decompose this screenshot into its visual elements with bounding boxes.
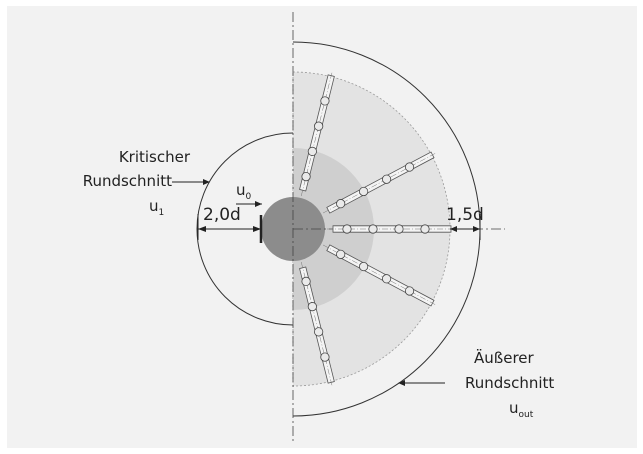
- outer-label-line1: Äußerer: [474, 348, 535, 367]
- rail-centerline: [300, 261, 333, 387]
- shear-stud: [307, 146, 317, 156]
- outer-symbol: uout: [509, 399, 534, 420]
- shear-stud: [307, 302, 317, 312]
- dimension-right: [450, 214, 481, 240]
- shear-stud: [381, 274, 392, 284]
- shear-stud: [320, 352, 330, 362]
- dimension-left-label: 2,0d: [203, 205, 241, 225]
- shear-stud: [336, 249, 346, 259]
- critical-label-line1: Kritischer: [119, 148, 191, 166]
- u0-label: u0: [236, 181, 252, 202]
- rail-centerline: [322, 152, 437, 214]
- shear-stud: [381, 174, 392, 184]
- shear-stud: [394, 224, 404, 234]
- dimension-right-label: 1,5d: [446, 205, 484, 225]
- u0-arrow: [255, 201, 262, 207]
- shear-stud: [301, 172, 311, 182]
- shear-reinforcement-rails: [299, 71, 455, 387]
- shear-stud: [404, 162, 415, 172]
- rail-centerline: [322, 244, 437, 306]
- critical-control-perimeter: [196, 132, 294, 326]
- outer-arrow: [398, 380, 405, 386]
- shear-stud: [420, 224, 430, 234]
- shear-stud: [336, 199, 346, 209]
- shear-stud: [342, 224, 352, 234]
- outer-label-line2: Rundschnitt: [465, 374, 554, 392]
- shear-stud: [320, 96, 330, 106]
- critical-symbol: u1: [149, 197, 164, 218]
- shear-stud: [404, 286, 415, 296]
- shear-stud: [359, 261, 369, 272]
- shear-stud: [314, 327, 324, 337]
- critical-arrow: [203, 179, 210, 185]
- shear-stud: [359, 186, 369, 197]
- dimension-left: [197, 214, 261, 240]
- critical-label-line2: Rundschnitt: [83, 172, 172, 190]
- shear-stud: [314, 121, 324, 131]
- shear-stud: [301, 276, 311, 286]
- shear-stud: [368, 224, 378, 234]
- rail-centerline: [300, 71, 333, 197]
